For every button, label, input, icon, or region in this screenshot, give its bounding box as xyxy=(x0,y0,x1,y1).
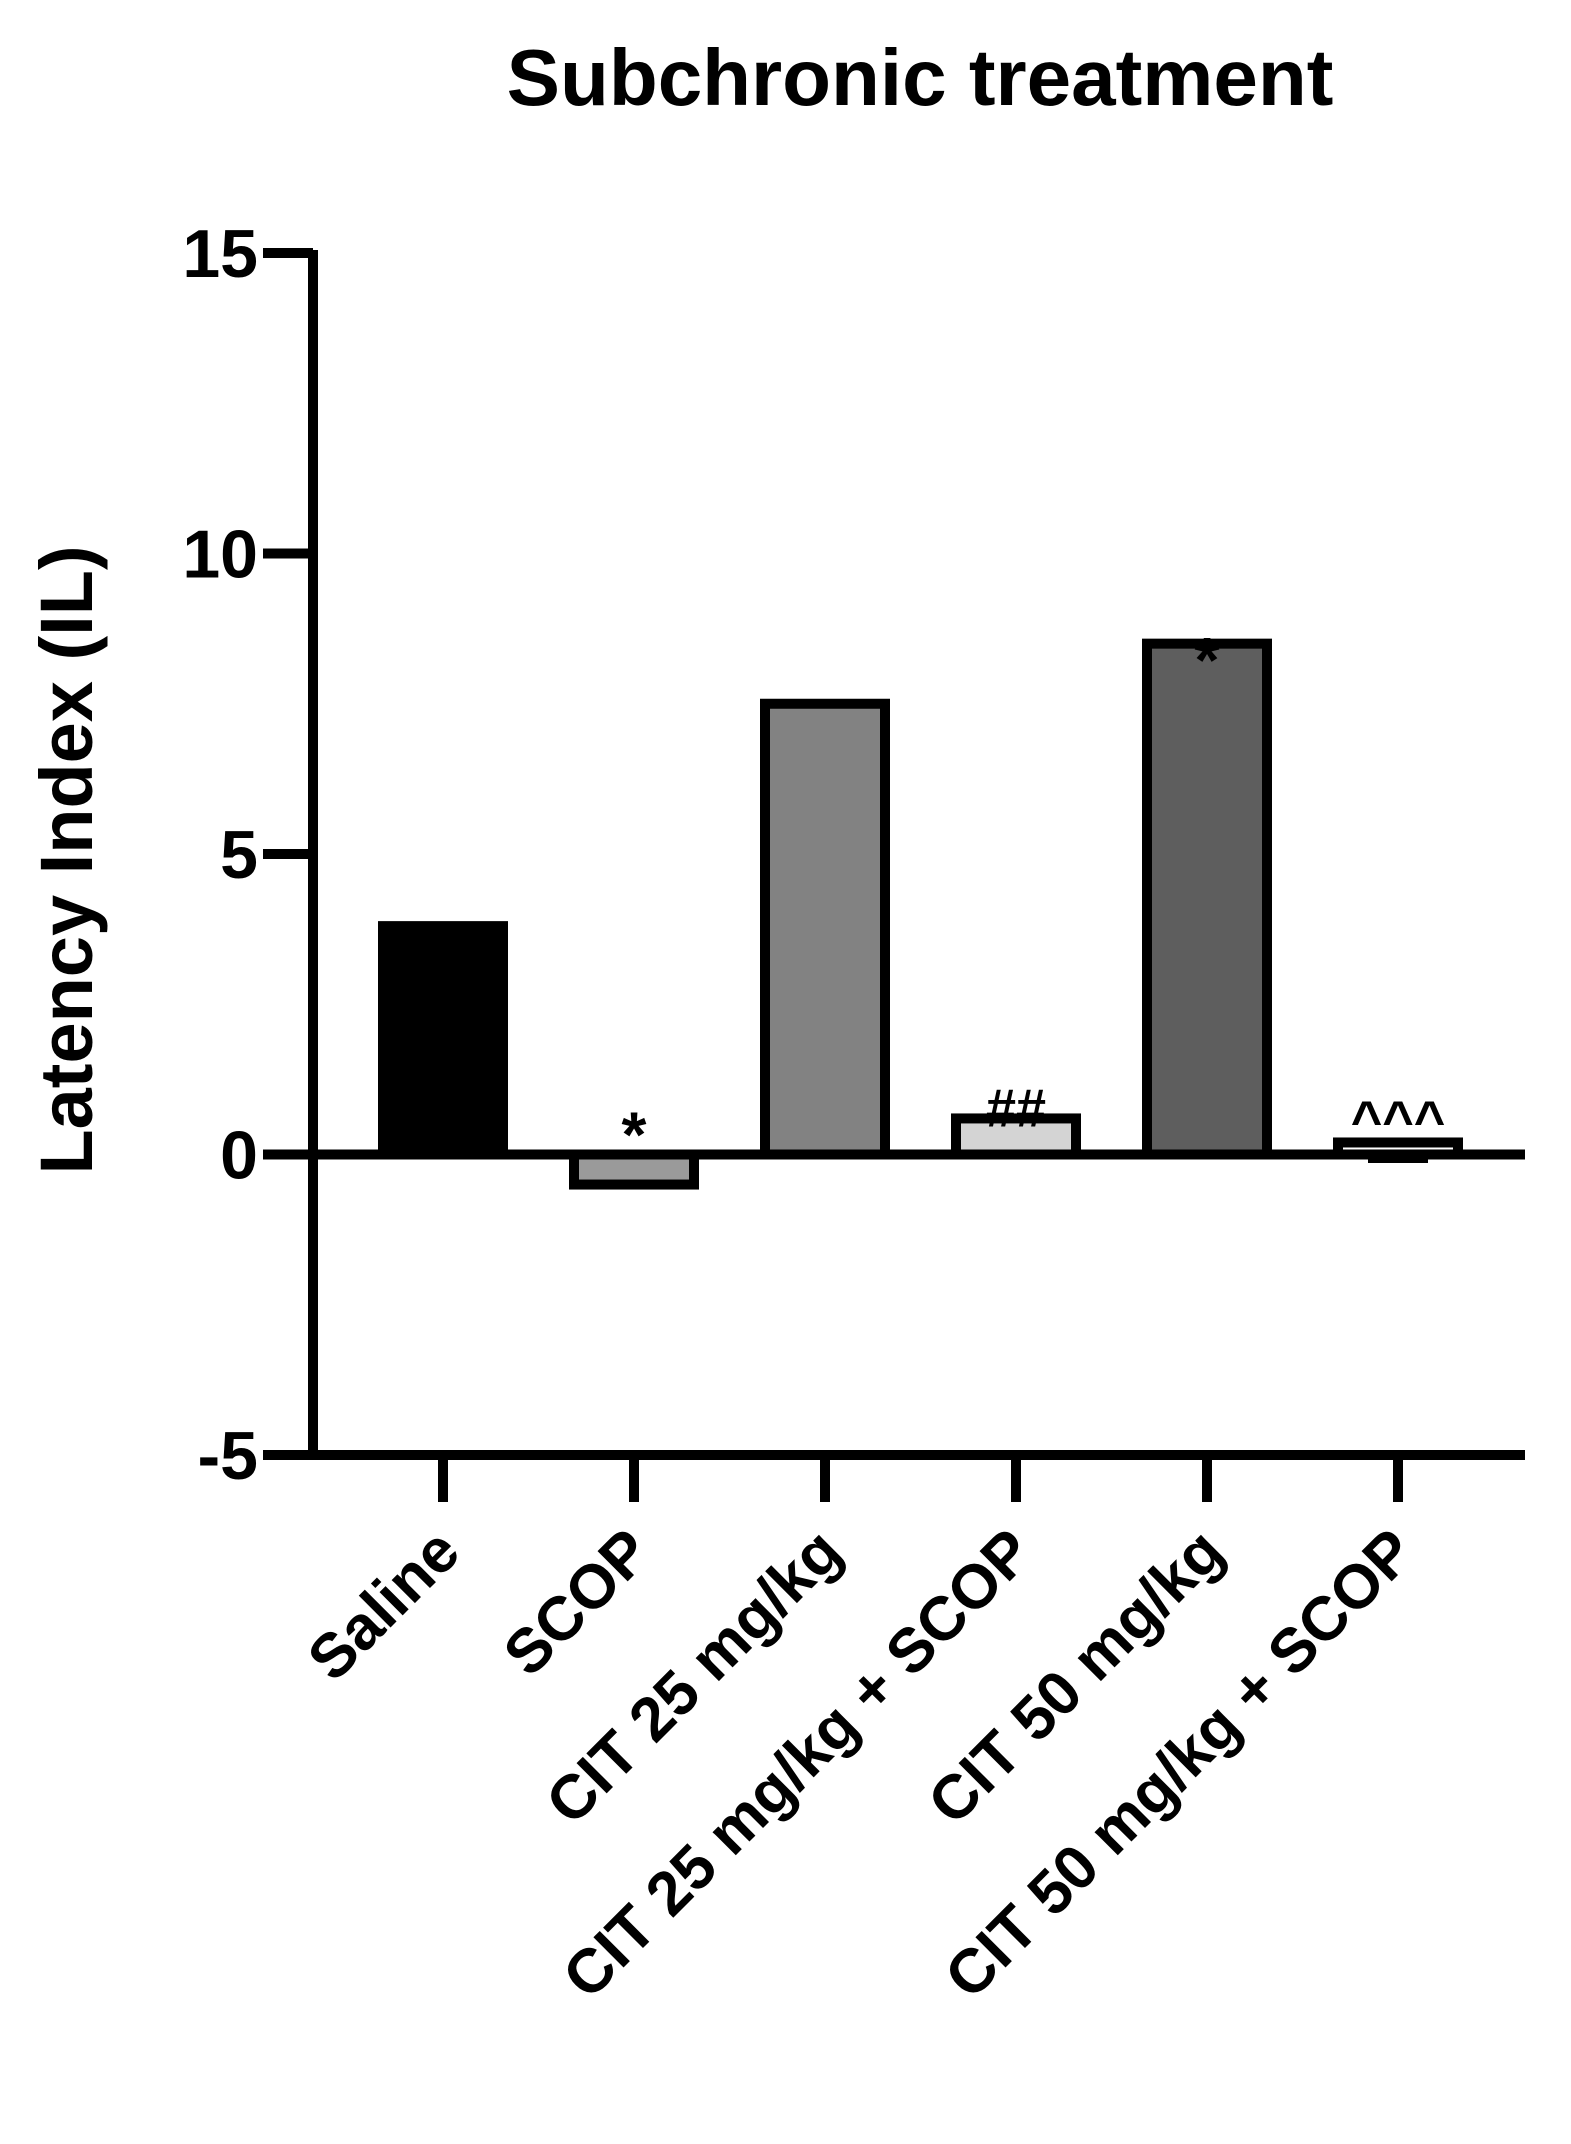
bar xyxy=(1142,638,1272,1160)
significance-label: * xyxy=(622,1099,647,1171)
y-tick-label: 15 xyxy=(182,216,258,292)
bar xyxy=(760,698,890,1160)
y-axis-label: Latency Index (IL) xyxy=(25,545,108,1174)
y-tick-label: -5 xyxy=(198,1418,258,1494)
bar xyxy=(378,921,508,1160)
significance-label: * xyxy=(1195,624,1220,696)
x-tick-label: Saline xyxy=(295,1516,473,1694)
y-tick-label: 0 xyxy=(220,1118,258,1194)
y-tick-label: 5 xyxy=(220,817,258,893)
significance-label: ^^^ xyxy=(1351,1091,1446,1151)
y-tick-label: 10 xyxy=(182,517,258,593)
chart-title: Subchronic treatment xyxy=(507,33,1334,122)
significance-label: ## xyxy=(986,1078,1046,1138)
x-tick-label: SCOP xyxy=(491,1516,664,1689)
